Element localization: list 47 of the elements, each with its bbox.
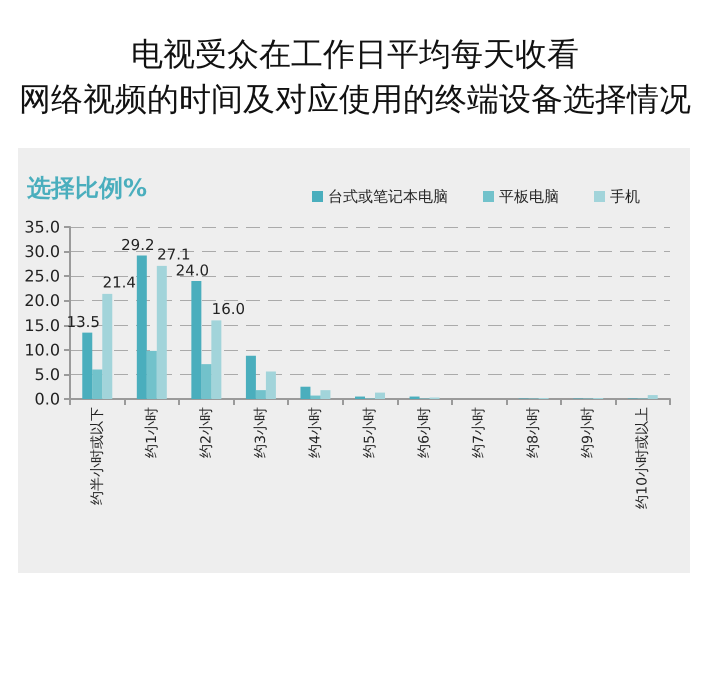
data-label: 29.2 — [121, 236, 155, 254]
data-label: 21.4 — [102, 273, 136, 292]
bar — [102, 294, 112, 399]
y-tick-label: 15.0 — [24, 316, 60, 335]
bar — [266, 371, 276, 399]
data-label: 24.0 — [176, 262, 210, 280]
y-tick-label: 5.0 — [34, 364, 60, 384]
x-tick-label: 约7小时 — [471, 407, 488, 458]
x-tick-label: 约5小时 — [362, 407, 378, 458]
bar — [82, 332, 92, 399]
x-tick-label: 约9小时 — [580, 407, 596, 458]
x-tick-label: 约半小时或以下 — [89, 407, 106, 505]
x-tick-label: 约10小时或以上 — [634, 407, 651, 509]
y-tick-label: 10.0 — [24, 340, 60, 360]
chart-title: 电视受众在工作日平均每天收看网络视频的时间及对应使用的终端设备选择情况 — [18, 34, 692, 120]
x-tick-label: 约3小时 — [252, 407, 269, 458]
data-label: 13.5 — [66, 313, 100, 332]
legend-label: 平板电脑 — [499, 188, 559, 206]
bar — [375, 392, 385, 399]
x-tick-label: 约6小时 — [416, 407, 433, 458]
y-axis-title: 选择比例% — [26, 174, 148, 202]
x-tick-label: 约1小时 — [144, 407, 160, 458]
bar — [300, 386, 310, 399]
data-label: 16.0 — [212, 300, 246, 318]
x-tick-label: 约4小时 — [307, 407, 324, 458]
bar — [201, 364, 212, 399]
bar — [246, 356, 256, 399]
bar — [320, 390, 330, 399]
bar — [211, 320, 222, 399]
bar — [146, 350, 157, 399]
data-label: 27.1 — [157, 245, 191, 264]
y-tick-label: 35.0 — [24, 218, 60, 236]
x-tick-label: 约8小时 — [526, 407, 542, 458]
y-tick-label: 25.0 — [24, 266, 60, 286]
bar — [256, 390, 266, 399]
legend-label: 手机 — [610, 188, 640, 206]
bar — [648, 395, 658, 399]
y-tick-label: 20.0 — [24, 291, 60, 310]
bar — [92, 370, 102, 399]
bar — [191, 281, 202, 399]
bar — [156, 266, 167, 399]
x-tick-label: 约2小时 — [198, 407, 214, 458]
bar — [310, 396, 320, 399]
y-tick-label: 0.0 — [34, 390, 60, 408]
y-tick-label: 30.0 — [24, 242, 60, 262]
legend-label: 台式或笔记本电脑 — [328, 188, 448, 206]
bar — [136, 256, 147, 399]
